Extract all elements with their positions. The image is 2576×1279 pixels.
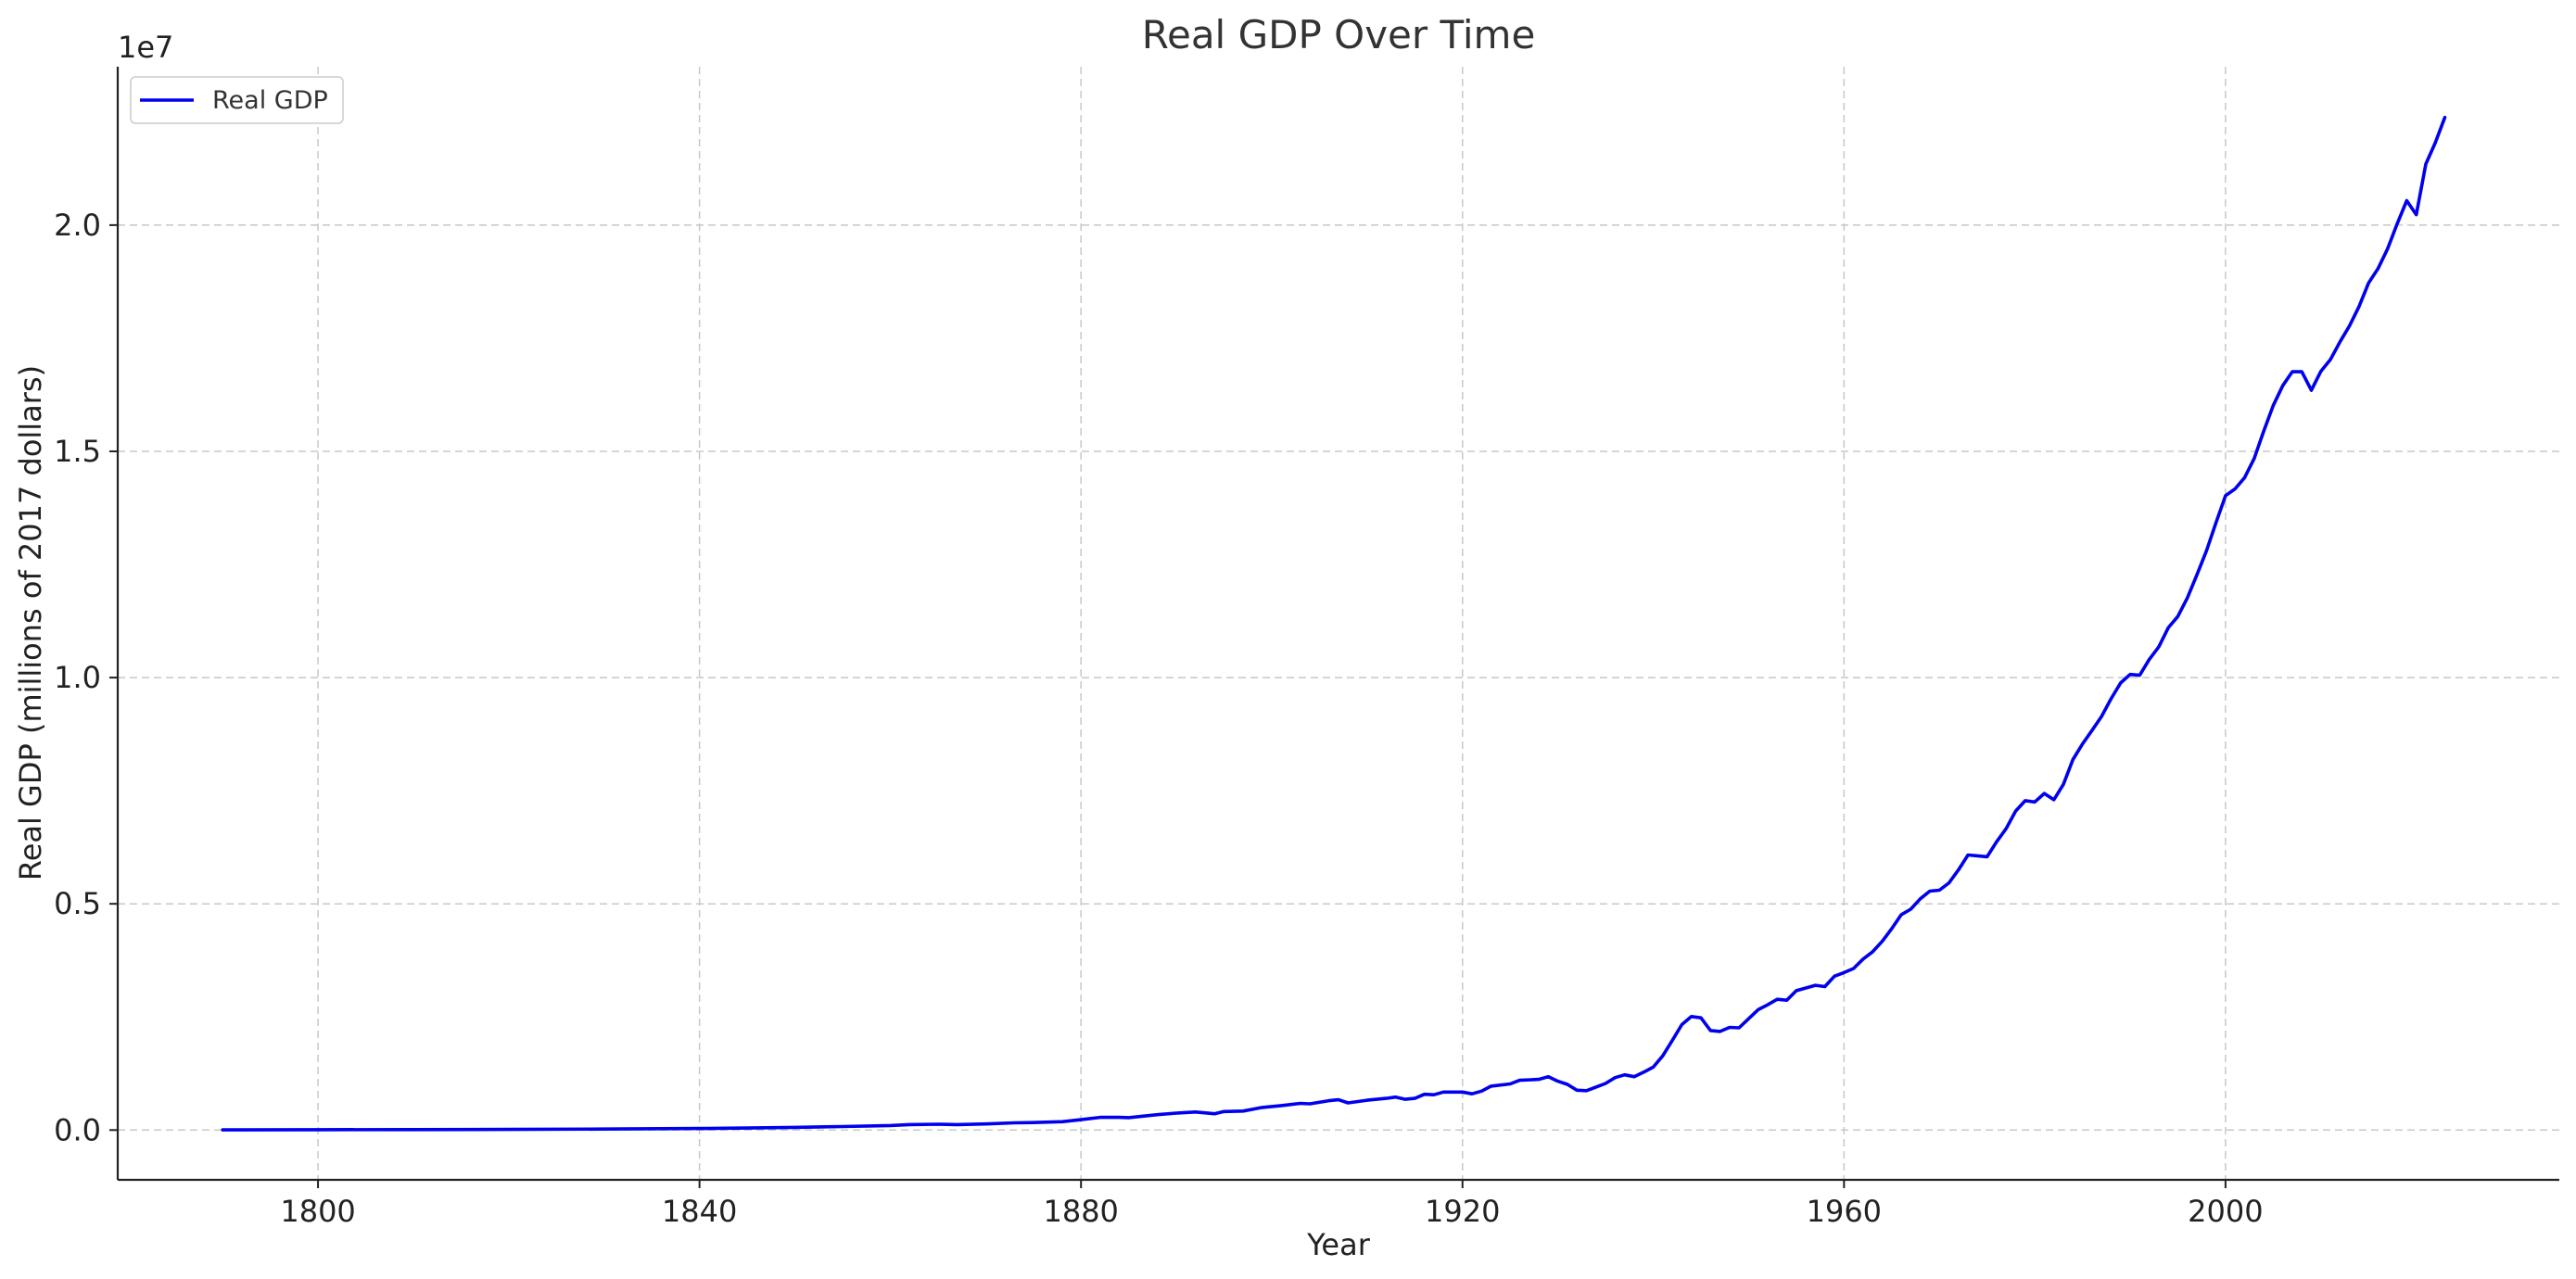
x-tick-label-1800: 1800 <box>280 1194 355 1229</box>
x-tick-label-1880: 1880 <box>1043 1194 1118 1229</box>
y-tick-label-0.0: 0.0 <box>54 1112 101 1147</box>
y-axis-label: Real GDP (millions of 2017 dollars) <box>13 365 48 880</box>
series-line-real-gdp <box>221 115 2447 1132</box>
y-axis-offset-label: 1e7 <box>118 30 173 65</box>
legend: Real GDP <box>130 76 344 124</box>
y-tick-label-0.5: 0.5 <box>54 886 101 921</box>
x-gridlines <box>317 67 2227 1180</box>
y-tick-label-1.5: 1.5 <box>54 434 101 469</box>
y-tick-label-1.0: 1.0 <box>54 660 101 695</box>
x-axis-label: Year <box>1306 1227 1371 1262</box>
chart-title: Real GDP Over Time <box>1142 12 1536 57</box>
y-axis-ticks: 0.0 0.5 1.0 1.5 2.0 <box>54 208 118 1147</box>
legend-box <box>130 76 344 124</box>
x-tick-label-1840: 1840 <box>662 1194 737 1229</box>
x-tick-label-1960: 1960 <box>1807 1194 1882 1229</box>
x-tick-label-1920: 1920 <box>1425 1194 1500 1229</box>
y-tick-label-2.0: 2.0 <box>54 208 101 243</box>
y-gridlines <box>118 224 2559 1132</box>
legend-entry-real-gdp: Real GDP <box>212 86 328 115</box>
x-axis-ticks: 1800 1840 1880 1920 1960 2000 <box>280 1180 2264 1229</box>
x-tick-label-2000: 2000 <box>2188 1194 2263 1229</box>
